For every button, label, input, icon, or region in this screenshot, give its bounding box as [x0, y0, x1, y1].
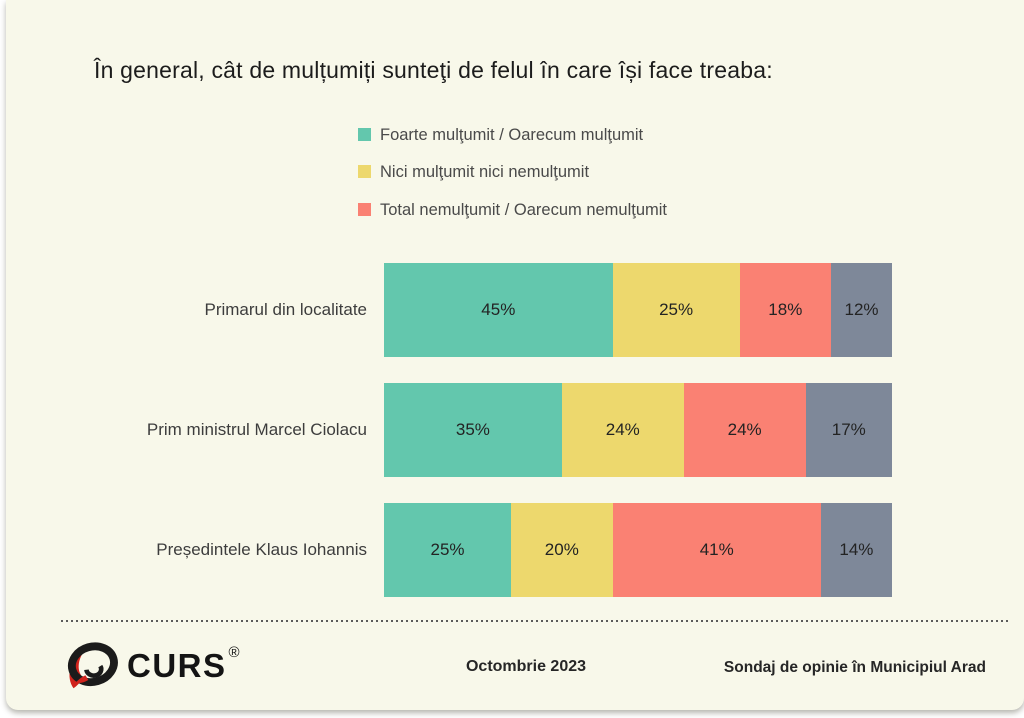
- segment-value: 35%: [455, 420, 490, 439]
- legend-item: Total nemulţumit / Oarecum nemulţumit: [358, 199, 667, 222]
- bar-segment: 24%: [561, 383, 684, 477]
- legend-swatch-icon: [358, 165, 371, 179]
- survey-date: Octombrie 2023: [465, 658, 587, 675]
- segment-value: 24%: [727, 420, 762, 439]
- bar-segment: 24%: [683, 383, 806, 477]
- slide-card: În general, cât de mulțumiți sunteţi de …: [6, 0, 1024, 710]
- bar-segment: 14%: [820, 503, 892, 597]
- segment-value: 25%: [430, 540, 465, 559]
- segment-value: 12%: [844, 300, 879, 319]
- legend-swatch-icon: [358, 128, 371, 141]
- segment-value: 45%: [481, 300, 516, 319]
- curs-logo-text: CURS: [127, 647, 227, 684]
- segment-value: 24%: [605, 420, 640, 439]
- category-label: Prim ministrul Marcel Ciolacu: [146, 420, 367, 439]
- segment-value: 18%: [768, 300, 803, 319]
- bar-segment: 17%: [805, 383, 892, 477]
- bar-segment: 12%: [831, 263, 892, 357]
- survey-note: Sondaj de opinie în Municipiul Arad: [723, 659, 986, 676]
- chart-row: Prim ministrul Marcel Ciolacu 35% 24% 24% 17…: [6, 383, 1024, 477]
- dotted-divider: [61, 620, 1010, 622]
- stacked-bar: 45% 25% 18% 12%: [384, 263, 892, 357]
- bar-segment: 35%: [384, 383, 562, 477]
- chart-row: Președintele Klaus Iohannis 25% 20% 41% 14%: [6, 503, 1024, 597]
- legend: Foarte mulţumit / Oarecum mulţumit Nici m…: [358, 124, 667, 236]
- legend-label: Foarte mulţumit / Oarecum mulţumit: [380, 126, 644, 144]
- bar-segment: 18%: [739, 263, 832, 357]
- curs-logo-icon: [67, 642, 118, 689]
- bar-segment: 25%: [612, 263, 740, 357]
- legend-label: Total nemulţumit / Oarecum nemulţumit: [380, 200, 668, 219]
- bar-segment: 20%: [511, 503, 613, 597]
- stacked-bar: 25% 20% 41% 14%: [384, 503, 892, 597]
- curs-logo: CURS ®: [64, 642, 240, 692]
- legend-label: Nici mulţumit nici nemulţumit: [380, 163, 590, 182]
- chart-title: În general, cât de mulțumiți sunteţi de …: [94, 57, 773, 83]
- legend-swatch-icon: [358, 202, 371, 216]
- bar-segment: 45%: [384, 263, 613, 357]
- segment-value: 25%: [659, 300, 694, 319]
- legend-item: Nici mulţumit nici nemulţumit: [358, 161, 667, 184]
- chart-row: Primarul din localitate 45% 25% 18% 12%: [6, 263, 1024, 357]
- registered-trademark-icon: ®: [228, 644, 240, 661]
- stacked-bar-chart: Primarul din localitate 45% 25% 18% 12% Prim …: [6, 263, 1024, 623]
- segment-value: 20%: [544, 540, 579, 559]
- bar-segment: 25%: [384, 503, 511, 597]
- stacked-bar: 35% 24% 24% 17%: [384, 383, 892, 477]
- segment-value: 41%: [699, 540, 734, 559]
- category-label: Primarul din localitate: [204, 300, 367, 319]
- category-label: Președintele Klaus Iohannis: [156, 540, 367, 559]
- segment-value: 14%: [839, 540, 874, 559]
- segment-value: 17%: [831, 420, 866, 439]
- bar-segment: 41%: [612, 503, 821, 597]
- legend-item: Foarte mulţumit / Oarecum mulţumit: [358, 124, 667, 147]
